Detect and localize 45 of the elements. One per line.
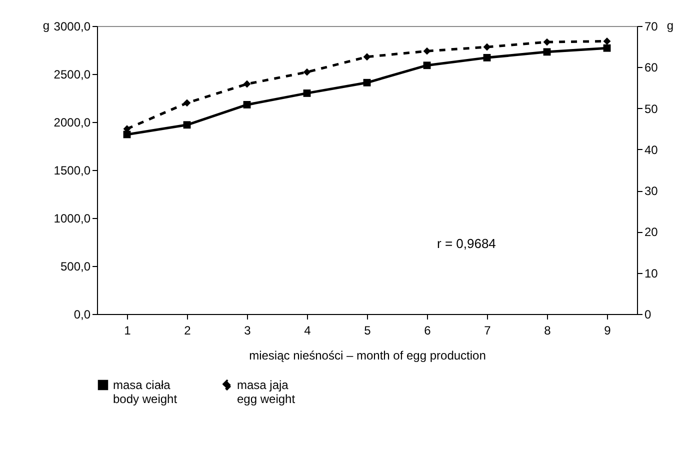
point — [483, 43, 491, 51]
x-tick-label: 4 — [304, 324, 312, 338]
annotation: r = 0,9684 — [437, 236, 496, 251]
point — [303, 68, 311, 76]
point — [363, 78, 371, 86]
point — [363, 53, 371, 61]
legend-label: masa ciała body weight — [113, 378, 178, 406]
legend-label: masa jaja egg weight — [237, 378, 296, 406]
y2-tick-label: 10 — [644, 266, 658, 280]
point — [183, 99, 191, 107]
point — [183, 121, 191, 129]
y-tick-label: 1000,0 — [54, 212, 91, 226]
y2-tick-label: 30 — [644, 184, 658, 198]
x-tick-label: 7 — [484, 324, 492, 338]
point — [543, 48, 551, 56]
point — [423, 62, 431, 70]
x-tick-label: 3 — [244, 324, 252, 338]
y2-tick-label: 40 — [644, 142, 658, 157]
y2-tick-label: 50 — [644, 102, 658, 116]
point — [603, 44, 611, 52]
x-tick-label: 8 — [544, 324, 552, 338]
y2-axis-title: g — [666, 18, 674, 32]
y-tick-label: 2500,0 — [54, 68, 91, 82]
x-tick-label: 9 — [604, 324, 612, 338]
y-tick-label: 0,0 — [74, 308, 91, 322]
point — [303, 89, 311, 97]
y-tick-label: 3000,0 — [54, 20, 91, 34]
y-axis-title: g — [42, 18, 50, 32]
x-tick-label: 2 — [184, 324, 192, 338]
point — [423, 47, 431, 55]
x-axis-title: miesiąc nieśności – month of egg production — [249, 348, 486, 362]
point — [243, 80, 251, 88]
y2-tick-label: 60 — [644, 60, 658, 75]
y2-tick-label: 70 — [644, 20, 658, 34]
x-tick-label: 6 — [424, 324, 432, 338]
y2-tick-label: 0 — [644, 308, 652, 322]
y-tick-label: 1500,0 — [54, 164, 91, 178]
point — [243, 101, 251, 108]
x-tick-label: 5 — [364, 324, 372, 338]
x-tick-label: 1 — [124, 324, 132, 338]
point — [483, 54, 491, 62]
y-tick-label: 2000,0 — [54, 116, 91, 130]
y-tick-label: 500,0 — [60, 260, 91, 274]
y2-tick-label: 20 — [644, 225, 658, 240]
point — [543, 38, 551, 46]
